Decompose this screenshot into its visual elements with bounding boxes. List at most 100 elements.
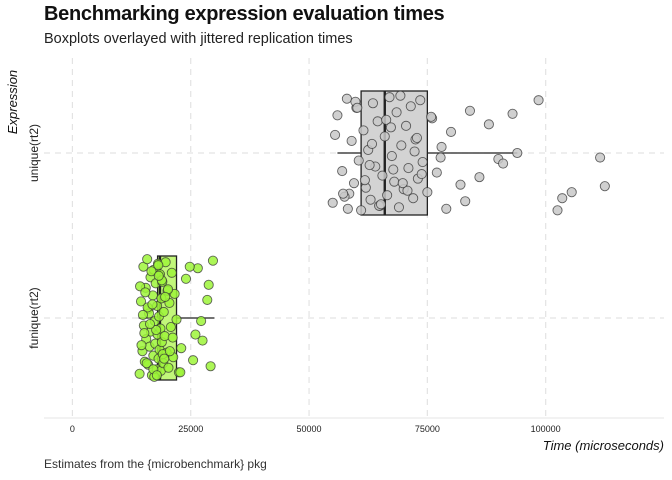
y-tick-label: funique(rt2) [27, 287, 41, 348]
data-point [552, 205, 563, 216]
data-point [464, 105, 476, 116]
data-point [197, 335, 208, 346]
data-point [405, 101, 416, 112]
chart-caption: Estimates from the {microbenchmark} pkg [44, 457, 267, 471]
data-point [435, 152, 446, 163]
data-point [483, 119, 494, 130]
data-point [353, 155, 364, 166]
data-point [441, 203, 452, 214]
data-point [171, 314, 182, 325]
data-point [342, 203, 353, 214]
data-point [167, 332, 178, 343]
data-point [338, 188, 349, 199]
data-point [192, 263, 203, 274]
data-point [445, 126, 457, 137]
data-point [207, 255, 219, 266]
data-point [160, 291, 171, 302]
data-point [385, 122, 396, 133]
data-point [153, 260, 164, 271]
data-point [175, 367, 186, 378]
data-point [337, 166, 348, 177]
data-point [533, 95, 544, 106]
chart-title: Benchmarking expression evaluation times [44, 3, 445, 25]
data-point [417, 156, 428, 168]
y-axis-title: Expression [5, 70, 20, 134]
data-point [474, 172, 485, 183]
data-point [566, 187, 577, 198]
data-point [372, 116, 383, 127]
data-point [396, 140, 407, 151]
data-point [135, 296, 147, 307]
data-point [164, 346, 175, 357]
data-point [512, 147, 523, 159]
x-tick-label: 0 [70, 424, 75, 434]
data-point [388, 164, 399, 175]
data-point [159, 331, 170, 342]
data-point [202, 294, 213, 305]
data-point [158, 306, 169, 318]
data-point [402, 185, 413, 196]
data-point [498, 158, 509, 169]
data-point [141, 358, 152, 369]
data-point [415, 95, 426, 106]
data-point [367, 98, 378, 109]
data-point [422, 187, 433, 198]
y-tick-label: unique(rt2) [27, 124, 41, 182]
data-point [507, 108, 518, 119]
data-point [352, 102, 363, 113]
data-point [599, 181, 610, 192]
data-point [147, 299, 158, 310]
data-point [401, 120, 412, 131]
data-point [144, 318, 156, 330]
data-point [366, 138, 378, 150]
data-point [416, 169, 427, 180]
x-tick-label: 75000 [415, 424, 440, 434]
data-point [393, 202, 405, 213]
data-point [332, 110, 343, 121]
data-point [341, 93, 352, 104]
data-point [595, 152, 606, 163]
data-point [327, 197, 338, 208]
data-point [136, 340, 147, 351]
data-point [557, 193, 568, 204]
data-point [408, 193, 419, 204]
data-point [180, 273, 192, 284]
data-point [146, 266, 157, 277]
data-point [431, 167, 442, 178]
data-point [426, 111, 437, 122]
data-point [382, 190, 393, 201]
data-point [196, 315, 207, 327]
data-point [188, 355, 199, 366]
data-point [395, 90, 406, 101]
data-point [365, 194, 376, 205]
data-point [142, 254, 153, 265]
data-point [153, 270, 164, 281]
data-point [346, 135, 357, 146]
data-point [159, 353, 170, 364]
data-point [386, 150, 397, 162]
data-point [384, 92, 395, 103]
data-point [203, 279, 214, 290]
data-point [375, 199, 387, 210]
data-point [389, 176, 400, 187]
data-point [190, 329, 201, 340]
data-point [348, 178, 360, 189]
data-point [139, 328, 150, 339]
data-point [137, 309, 148, 321]
data-point [359, 175, 370, 186]
data-point [381, 114, 392, 125]
data-point [356, 205, 367, 216]
data-point [411, 132, 422, 143]
data-point [205, 361, 216, 372]
x-tick-label: 50000 [297, 424, 322, 434]
data-point [397, 178, 408, 189]
data-point [460, 196, 471, 207]
data-point [455, 179, 466, 190]
data-point [364, 160, 375, 171]
data-point [391, 107, 402, 118]
data-point [330, 129, 341, 140]
data-point [377, 170, 388, 181]
data-point [176, 343, 187, 354]
